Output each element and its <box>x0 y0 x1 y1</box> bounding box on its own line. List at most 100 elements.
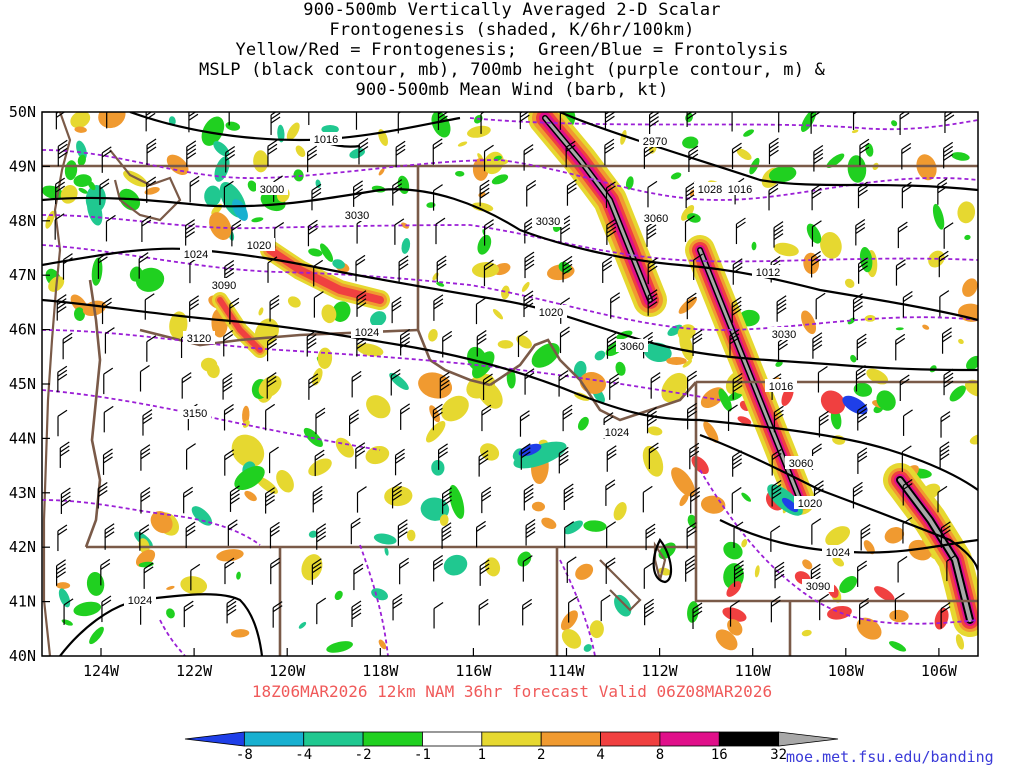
frontogenesis-shade <box>236 571 241 580</box>
colorbar-swatch <box>481 731 542 747</box>
contour-label: 1020 <box>539 307 563 319</box>
wind-barb <box>685 181 696 209</box>
wind-barb <box>483 219 494 246</box>
wind-barb <box>101 595 112 623</box>
frontogenesis-shade <box>863 540 875 555</box>
colorbar-label: -1 <box>414 747 431 763</box>
frontogenesis-shade <box>298 621 307 629</box>
contour-label: 3060 <box>620 341 644 353</box>
contour-label: 1024 <box>355 327 379 339</box>
wind-barb <box>523 483 534 511</box>
wind-barb <box>771 449 782 476</box>
frontogenesis-shade <box>615 361 626 376</box>
frontogenesis-shade <box>513 441 567 469</box>
wind-barb <box>139 365 150 392</box>
frontogenesis-shade <box>144 186 160 195</box>
colorbar-label: -4 <box>295 747 312 763</box>
wind-barb <box>231 219 242 247</box>
wind-barb <box>314 449 325 477</box>
wind-barb <box>432 184 443 211</box>
wind-barb <box>442 330 453 358</box>
frontogenesis-band <box>217 297 263 353</box>
wind-barb <box>223 180 234 208</box>
frontogenesis-shade <box>169 311 188 339</box>
wind-barb <box>103 405 114 433</box>
wind-barb <box>894 592 905 620</box>
wind-barb <box>435 217 446 245</box>
wind-barb <box>940 521 951 548</box>
wind-barb <box>106 112 109 129</box>
wind-barb <box>815 292 826 320</box>
wind-barb <box>100 558 111 586</box>
wind-barb <box>227 519 238 546</box>
frontogenesis-shade <box>457 141 468 147</box>
colorbar-swatch <box>362 731 423 747</box>
wind-barb <box>855 218 866 246</box>
frontogenesis-shade <box>439 514 449 526</box>
wind-barb <box>476 330 487 357</box>
wind-barb <box>606 521 616 548</box>
frontogenesis-shade <box>802 559 813 570</box>
wind-barb <box>902 479 913 506</box>
wind-barb <box>138 252 149 279</box>
wind-barb <box>355 254 366 282</box>
wind-barb <box>353 563 364 591</box>
wind-barb <box>852 481 863 509</box>
wind-barb <box>811 183 822 211</box>
title-line-3: Yellow/Red = Frontogenesis; Green/Blue =… <box>235 40 789 60</box>
title-line-1: 900-500mb Vertically Averaged 2-D Scalar <box>303 0 721 20</box>
frontogenesis-shade <box>679 493 689 507</box>
frontogenesis-shade <box>74 126 87 133</box>
wind-barb <box>63 598 74 625</box>
wind-barb <box>605 479 616 506</box>
wind-barb <box>559 326 570 354</box>
wind-barb <box>139 524 150 551</box>
wind-barb <box>399 557 409 585</box>
frontogenesis-shade <box>406 529 416 542</box>
contour-label: 3030 <box>536 216 560 228</box>
wind-barb <box>524 368 535 395</box>
credit-url[interactable]: moe.met.fsu.edu/banding <box>786 748 994 766</box>
contour-label-bg <box>351 325 383 338</box>
frontogenesis-shade <box>889 609 909 623</box>
frontogenesis-shade <box>594 350 606 361</box>
wind-barb <box>436 255 447 282</box>
frontogenesis-shade <box>951 152 970 161</box>
wind-barb <box>482 373 493 400</box>
frontogenesis-shade <box>666 357 687 365</box>
contour-label: 1024 <box>184 249 208 261</box>
frontogenesis-shade <box>401 222 409 229</box>
contour-label-bg <box>243 238 275 251</box>
wind-barb <box>185 219 195 246</box>
frontogenesis-shade <box>682 136 699 149</box>
contour-label: 1016 <box>728 184 752 196</box>
wind-barb <box>771 480 782 507</box>
longitude-label: 124W <box>83 662 120 680</box>
frontogenesis-shade <box>204 185 222 207</box>
colorbar-label: 2 <box>537 747 545 763</box>
frontogenesis-shade <box>366 395 391 419</box>
wind-barb <box>770 525 781 552</box>
contour-label-bg <box>639 134 671 147</box>
frontogenesis-shade <box>242 420 250 428</box>
wind-barb <box>56 559 66 586</box>
frontogenesis-shade <box>613 502 627 521</box>
frontogenesis-shade <box>247 180 258 192</box>
wind-barb <box>727 404 738 431</box>
frontogenesis-shade <box>467 125 491 138</box>
wind-barb <box>268 446 279 474</box>
frontogenesis-shade <box>820 390 846 415</box>
longitude-label: 110W <box>735 662 772 680</box>
wind-barb <box>523 290 534 318</box>
wind-barb <box>437 112 448 131</box>
wind-barb <box>181 372 192 399</box>
frontogenesis-shade <box>891 120 898 127</box>
frontogenesis-shade <box>166 585 175 590</box>
frontogenesis-shade <box>876 390 896 411</box>
wind-barb <box>479 179 490 207</box>
wind-barb <box>895 333 906 361</box>
wind-barb <box>57 139 68 167</box>
frontogenesis-shade <box>800 112 817 132</box>
frontogenesis-shade <box>541 517 557 529</box>
frontogenesis-shade <box>293 169 304 182</box>
